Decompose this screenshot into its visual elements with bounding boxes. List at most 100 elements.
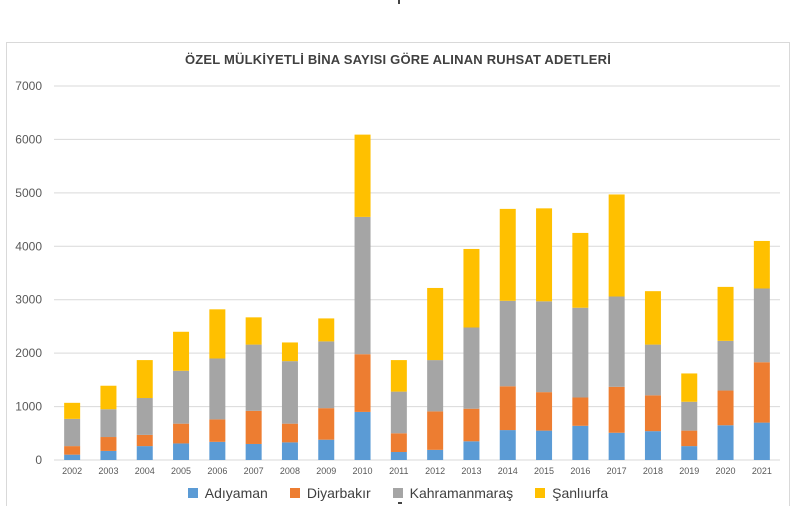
bar-segment [463, 248, 480, 328]
bar-segment [281, 361, 298, 424]
bar-segment [753, 288, 770, 363]
x-tick-label: 2006 [207, 466, 227, 476]
bar-segment [209, 309, 226, 359]
bar-segment [608, 432, 625, 460]
legend-item: Şanlıurfa [535, 485, 608, 501]
bar-segment [354, 354, 371, 412]
bar-segment [644, 431, 661, 460]
bar-segment [644, 344, 661, 396]
chart-legend: Adıyaman Diyarbakır Kahramanmaraş Şanlıurfa [0, 485, 796, 501]
bar-segment [64, 454, 81, 460]
x-tick-label: 2003 [98, 466, 118, 476]
bar-segment [572, 397, 589, 426]
x-tick-label: 2007 [244, 466, 264, 476]
bar-segment [245, 317, 262, 345]
x-tick-label: 2012 [425, 466, 445, 476]
bar-segment [136, 434, 153, 447]
x-tick-label: 2015 [534, 466, 554, 476]
legend-swatch [289, 488, 300, 498]
bar-segment [390, 451, 407, 460]
x-tick-label: 2017 [607, 466, 627, 476]
bar-segment [681, 446, 698, 460]
bar-segment [173, 443, 190, 460]
x-tick-label: 2009 [316, 466, 336, 476]
bar-segment [572, 232, 589, 308]
x-tick-label: 2005 [171, 466, 191, 476]
y-tick-label: 1000 [15, 400, 42, 414]
bar-segment [390, 391, 407, 434]
bar-segment [64, 418, 81, 447]
bar-segment [753, 240, 770, 289]
x-tick-label: 2020 [716, 466, 736, 476]
y-tick-label: 2000 [15, 346, 42, 360]
bar-segment [681, 430, 698, 447]
y-tick-label: 4000 [15, 239, 42, 253]
legend-item: Adıyaman [187, 485, 268, 501]
bar-segment [427, 411, 444, 450]
bar-segment [644, 395, 661, 432]
bar-segment [463, 327, 480, 409]
bar-segment [717, 286, 734, 341]
bar-segment [536, 430, 553, 460]
bar-segment [572, 425, 589, 460]
bar-segment [318, 318, 335, 342]
bar-segment [209, 419, 226, 442]
bar-segment [681, 373, 698, 402]
x-tick-label: 2018 [643, 466, 663, 476]
y-tick-label: 6000 [15, 132, 42, 146]
x-tick-label: 2019 [679, 466, 699, 476]
bar-segment [753, 362, 770, 423]
bar-segment [281, 442, 298, 460]
legend-label: Diyarbakır [306, 485, 371, 501]
x-tick-label: 2014 [498, 466, 518, 476]
bar-segment [354, 134, 371, 217]
y-tick-label: 3000 [15, 293, 42, 307]
bar-segment [536, 392, 553, 431]
bar-segment [173, 331, 190, 371]
bottom-edge-mark [398, 502, 402, 504]
x-tick-label: 2011 [389, 466, 408, 476]
bar-segment [100, 385, 117, 410]
bar-segment [536, 208, 553, 302]
legend-item: Diyarbakır [289, 485, 371, 501]
bar-segment [100, 450, 117, 460]
bar-segment [245, 410, 262, 444]
legend-label: Kahramanmaraş [409, 485, 514, 501]
bar-segment [608, 296, 625, 387]
legend-label: Adıyaman [204, 485, 268, 501]
bar-segment [390, 360, 407, 392]
bar-segment [608, 194, 625, 297]
bar-segment [100, 409, 117, 438]
bar-segment [354, 411, 371, 460]
bar-segment [536, 301, 553, 393]
bar-segment [136, 446, 153, 460]
chart-title: ÖZEL MÜLKİYETLİ BİNA SAYISI GÖRE ALINAN … [184, 52, 612, 67]
bar-segment [318, 439, 335, 460]
bar-segment [173, 423, 190, 444]
bar-segment [245, 344, 262, 411]
legend-item: Kahramanmaraş [392, 485, 514, 501]
bar-segment [390, 433, 407, 452]
bar-segment [427, 287, 444, 361]
bar-segment [318, 408, 335, 440]
bar-segment [499, 300, 516, 387]
y-tick-label: 5000 [15, 186, 42, 200]
bar-segment [753, 422, 770, 460]
bar-segment [717, 390, 734, 426]
bar-segment [644, 291, 661, 345]
bar-segment [281, 342, 298, 362]
bar-segment [572, 307, 589, 398]
bar-segment [681, 401, 698, 431]
bar-segment [608, 386, 625, 433]
x-tick-label: 2008 [280, 466, 300, 476]
bar-segment [100, 437, 117, 451]
x-tick-label: 2002 [62, 466, 82, 476]
legend-swatch [535, 488, 546, 498]
bar-segment [463, 408, 480, 442]
x-tick-label: 2013 [461, 466, 481, 476]
bar-segment [136, 398, 153, 435]
bar-segment [209, 358, 226, 420]
bar-segment [717, 425, 734, 460]
x-tick-label: 2016 [570, 466, 590, 476]
